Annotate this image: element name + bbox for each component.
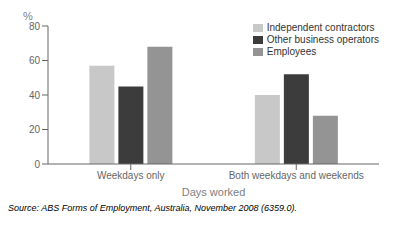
svg-text:Days worked: Days worked	[182, 186, 246, 198]
svg-text:20: 20	[29, 124, 41, 135]
svg-text:60: 60	[29, 55, 41, 66]
html-text:Other business operators: Other business operators	[266, 34, 379, 45]
svg-text:80: 80	[29, 21, 41, 32]
html-text:Employees: Employees	[266, 46, 317, 57]
svg-text:40: 40	[29, 90, 41, 101]
html-text:Independent contractors: Independent contractors	[266, 22, 375, 33]
svg-text:Both weekdays and weekends: Both weekdays and weekends	[229, 170, 364, 181]
html-text:Source: ABS Forms of Employmen: Source: ABS Forms of Employment, Austral…	[8, 203, 297, 213]
svg-text:Weekdays only: Weekdays only	[97, 170, 165, 181]
svg-text:%: %	[23, 10, 33, 22]
svg-text:0: 0	[34, 159, 40, 170]
